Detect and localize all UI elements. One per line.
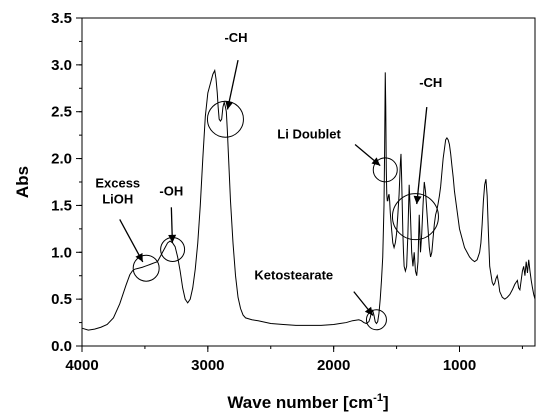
x-tick-label: 4000	[65, 357, 98, 374]
x-axis-title-close: ]	[383, 393, 389, 412]
axis-tick-labels: 0.0 0.5 1.0 1.5 2.0 2.5 3.0 3.5 4000 3000 2000 1000	[51, 10, 476, 374]
y-tick-label: 2.0	[51, 151, 72, 168]
y-tick-label: 1.0	[51, 244, 72, 261]
annotation-label: -CH	[419, 75, 442, 90]
x-tick-label: 3000	[191, 357, 224, 374]
annotation-label: LiOH	[102, 191, 133, 206]
annotation-circle	[372, 157, 398, 183]
annotation-arrow-head	[168, 234, 177, 243]
x-axis-title-superscript: -1	[373, 392, 383, 404]
annotation-arrow-head	[413, 195, 422, 205]
annotation-arrow-shaft	[226, 60, 239, 110]
x-axis-title-text: Wave number [cm	[227, 393, 373, 412]
y-tick-label: 0.5	[51, 291, 72, 308]
y-axis-title: Abs	[13, 166, 32, 198]
annotation-label: Ketostearate	[254, 268, 333, 283]
annotation-label: Excess	[95, 175, 140, 190]
annotation-label: Li Doublet	[277, 127, 341, 142]
annotation-arrow-head	[135, 252, 143, 262]
annotation-arrow-head	[364, 306, 373, 316]
y-tick-label: 1.5	[51, 197, 72, 214]
y-tick-label: 3.0	[51, 57, 72, 74]
y-tick-label: 3.5	[51, 10, 72, 27]
annotation-circle	[365, 309, 387, 331]
plot-area-frame	[81, 17, 536, 347]
annotation-arrow-head	[225, 100, 234, 110]
x-tick-label: 2000	[317, 357, 350, 374]
axis-ticks	[76, 17, 523, 352]
annotation-arrow-shaft	[119, 219, 144, 263]
x-axis-title: Wave number [cm-1]	[227, 392, 388, 412]
annotation-label: -OH	[159, 183, 183, 198]
annotation-arrow-shaft	[416, 106, 428, 205]
absorbance-series-line	[81, 68, 536, 331]
annotation-label: -CH	[224, 30, 247, 45]
annotation-arrow-head	[371, 157, 381, 166]
y-tick-label: 2.5	[51, 104, 72, 121]
annotation-circle	[132, 254, 160, 282]
y-tick-label: 0.0	[51, 338, 72, 355]
x-tick-label: 1000	[443, 357, 476, 374]
annotation-circle	[391, 193, 439, 241]
